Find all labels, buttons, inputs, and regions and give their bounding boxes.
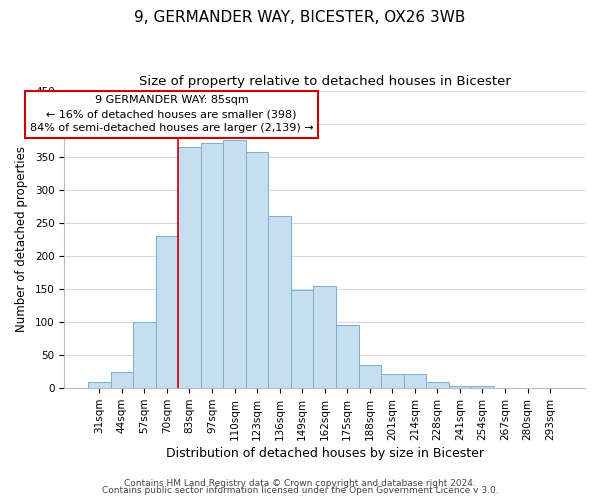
Bar (246, 152, 268, 388)
Bar (426, 382, 449, 388)
Bar (110, 372, 133, 388)
Text: 9 GERMANDER WAY: 85sqm
← 16% of detached houses are smaller (398)
84% of semi-de: 9 GERMANDER WAY: 85sqm ← 16% of detached… (29, 95, 313, 133)
Bar (336, 326, 359, 388)
Y-axis label: Number of detached properties: Number of detached properties (15, 146, 28, 332)
Bar (359, 365, 381, 388)
Bar (178, 147, 201, 388)
Text: Contains public sector information licensed under the Open Government Licence v : Contains public sector information licen… (101, 486, 499, 495)
Bar (268, 216, 291, 388)
X-axis label: Distribution of detached houses by size in Bicester: Distribution of detached houses by size … (166, 447, 484, 460)
Bar (291, 290, 313, 388)
Bar (381, 374, 404, 388)
Bar (201, 144, 223, 388)
Bar (313, 286, 336, 388)
Title: Size of property relative to detached houses in Bicester: Size of property relative to detached ho… (139, 75, 511, 88)
Text: 9, GERMANDER WAY, BICESTER, OX26 3WB: 9, GERMANDER WAY, BICESTER, OX26 3WB (134, 10, 466, 25)
Text: Contains HM Land Registry data © Crown copyright and database right 2024.: Contains HM Land Registry data © Crown c… (124, 478, 476, 488)
Bar (88, 382, 110, 388)
Bar (471, 386, 494, 388)
Bar (155, 236, 178, 388)
Bar (404, 374, 426, 388)
Bar (133, 322, 155, 388)
Bar (223, 140, 246, 388)
Bar (449, 386, 471, 388)
